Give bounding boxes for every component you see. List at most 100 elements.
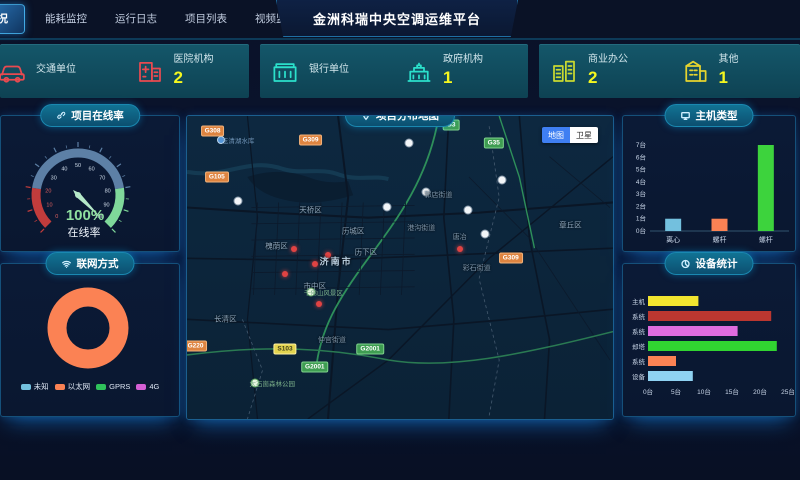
- map-marker-project[interactable]: [290, 246, 297, 253]
- stat-label: 交通单位: [36, 64, 76, 76]
- gauge-tick: [118, 219, 122, 222]
- map-street: [251, 237, 415, 241]
- stat-value: 1: [718, 68, 728, 88]
- panel-title: 主机类型: [695, 110, 738, 122]
- map-canvas[interactable]: 济南市 天桥区 历城区 历下区 槐荫区 市中区 长清区 章丘区 港沟街道 郭店街道 彩石街道 仲宫街道…: [187, 116, 613, 419]
- stat-item-医院机构: 医院机构 2: [125, 44, 250, 98]
- nav-tab[interactable]: 项目列表: [185, 13, 227, 25]
- gauge-value: 100%: [66, 207, 104, 224]
- legend-item-未知[interactable]: 未知: [20, 381, 49, 392]
- gauge-tick: [25, 186, 31, 189]
- y-axis-label: 2台: [636, 201, 646, 210]
- map-street: [253, 202, 258, 295]
- building-icon: [680, 56, 710, 86]
- map-marker-poi: [421, 187, 431, 197]
- car-icon: [0, 56, 27, 86]
- stat-label: 商业办公: [588, 53, 628, 65]
- donut-slice[interactable]: [47, 287, 129, 369]
- panel-header: 主机类型: [664, 104, 754, 127]
- stat-value: 2: [588, 68, 598, 88]
- x-axis-label: 0台: [643, 387, 653, 396]
- gauge-tick: [122, 175, 126, 177]
- stat-card: 银行单位 政府机构 1: [260, 44, 528, 98]
- map-road-1: [187, 247, 613, 262]
- panel-header: 项目分布地图: [345, 116, 455, 127]
- legend-item-以太网[interactable]: 以太网: [54, 381, 90, 392]
- bar-主机-0[interactable]: [648, 296, 699, 306]
- map-type-button-地图[interactable]: 地图: [542, 127, 570, 143]
- map-type-button-卫星[interactable]: 卫星: [570, 127, 598, 143]
- x-axis-label: 5台: [671, 387, 681, 396]
- map-label: 槐荫区: [265, 241, 288, 251]
- top-nav: 概况能耗监控运行日志项目列表视频监控 金洲科瑞中央空调运维平台: [0, 0, 800, 40]
- legend-swatch: [96, 383, 107, 390]
- road-shield-G2001: G2001: [356, 343, 384, 355]
- bar-系统-2[interactable]: [648, 326, 738, 336]
- map-street: [295, 202, 301, 295]
- map-road-2: [326, 116, 350, 419]
- map-marker-poi: [480, 229, 490, 239]
- bar-螺杆-2[interactable]: [757, 145, 774, 231]
- gauge-tick: [123, 209, 129, 212]
- stat-value: 1: [443, 68, 453, 88]
- nav-tabs: 概况能耗监控运行日志项目列表视频监控: [0, 0, 311, 38]
- government-icon: [404, 56, 434, 86]
- x-axis-label: 螺杆: [759, 235, 773, 244]
- panel-host-type: 主机类型 0台 1台 2台 3台 4台 5台 6台 7台 离心 螺杆 螺杆: [622, 104, 796, 252]
- stat-text: 交通单位: [36, 64, 76, 78]
- nav-tab[interactable]: 能耗监控: [45, 13, 87, 25]
- gauge-tick-label: 10: [46, 202, 52, 208]
- map-marker-project[interactable]: [281, 270, 288, 277]
- road-shield-G309: G309: [498, 252, 523, 264]
- map-boundary-0: [478, 126, 500, 417]
- road-shield-S103: S103: [273, 343, 297, 355]
- legend-item-4G[interactable]: 4G: [136, 382, 159, 391]
- map-marker-project[interactable]: [311, 261, 318, 268]
- bar-离心-0[interactable]: [665, 218, 682, 231]
- legend-item-GPRS[interactable]: GPRS: [96, 382, 130, 391]
- y-axis-label: 0台: [636, 226, 646, 235]
- pin-icon: [363, 116, 369, 120]
- gauge-tick-label: 70: [99, 175, 105, 181]
- map-label: 郭店街道: [424, 191, 453, 199]
- gauge-tick: [65, 145, 68, 149]
- map-type-toggle: 地图 卫星: [542, 127, 598, 143]
- stat-item-政府机构: 政府机构 1: [394, 44, 528, 98]
- office-icon: [549, 56, 579, 86]
- map-label: 市中区: [303, 281, 327, 291]
- stat-text: 医院机构 2: [174, 54, 214, 89]
- bar-系统-4[interactable]: [648, 356, 676, 366]
- wifi-icon: [62, 260, 71, 268]
- map-marker-project[interactable]: [456, 246, 463, 253]
- map-label: 济南市: [319, 256, 353, 267]
- bar-螺杆-1[interactable]: [711, 218, 728, 231]
- map-road-4: [518, 116, 551, 419]
- gauge-tick-label: 40: [61, 166, 67, 172]
- gauge-band: [104, 187, 125, 228]
- gauge-tick: [53, 147, 57, 153]
- y-axis-label: 系统: [632, 327, 646, 336]
- gauge-tick: [99, 147, 103, 153]
- bar-系统-1[interactable]: [648, 311, 772, 321]
- bar-却塔-3[interactable]: [648, 341, 777, 351]
- map-marker-project[interactable]: [316, 300, 323, 307]
- map-street: [274, 202, 280, 295]
- x-axis-label: 25台: [781, 387, 794, 396]
- map-street: [316, 202, 322, 295]
- map-water: [247, 171, 354, 203]
- stat-label: 银行单位: [309, 64, 349, 76]
- gauge-tick: [108, 155, 112, 159]
- nav-tab[interactable]: 运行日志: [115, 13, 157, 25]
- panel-title: 联网方式: [76, 258, 119, 270]
- map-road-9: [549, 156, 611, 208]
- bar-设备-5[interactable]: [648, 371, 693, 381]
- gauge-band: [31, 187, 52, 228]
- gauge-needle: [73, 190, 102, 219]
- bank-icon: [270, 56, 300, 86]
- nav-tab[interactable]: 概况: [0, 4, 25, 34]
- map-marker-project[interactable]: [324, 252, 331, 259]
- stat-item-交通单位: 交通单位: [0, 44, 125, 98]
- road-shield-G220: G220: [187, 340, 208, 352]
- app-title-box: 金洲科瑞中央空调运维平台: [276, 0, 518, 37]
